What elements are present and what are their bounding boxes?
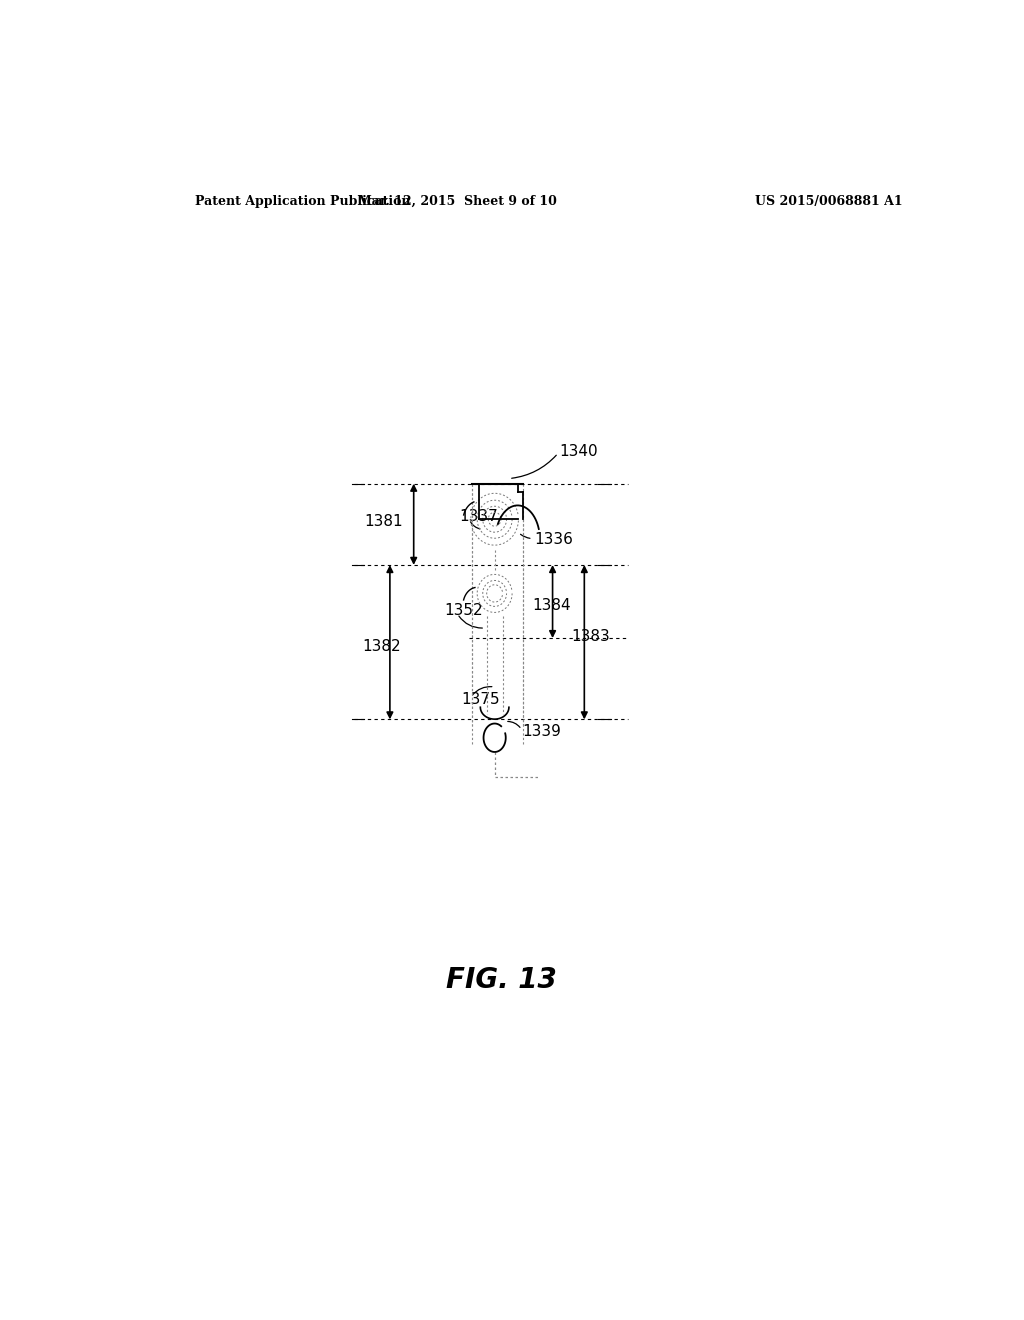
Text: 1352: 1352	[443, 603, 482, 618]
Text: US 2015/0068881 A1: US 2015/0068881 A1	[755, 194, 902, 207]
Text: 1375: 1375	[461, 692, 500, 706]
Text: 1382: 1382	[362, 639, 400, 653]
Text: 1339: 1339	[522, 725, 561, 739]
Text: 1337: 1337	[460, 508, 499, 524]
Text: 1381: 1381	[365, 513, 403, 529]
Text: Mar. 12, 2015  Sheet 9 of 10: Mar. 12, 2015 Sheet 9 of 10	[358, 194, 557, 207]
Text: 1384: 1384	[532, 598, 571, 612]
Text: 1383: 1383	[570, 628, 609, 644]
Text: FIG. 13: FIG. 13	[445, 966, 556, 994]
Text: 1336: 1336	[535, 532, 573, 546]
Text: Patent Application Publication: Patent Application Publication	[196, 194, 411, 207]
Text: 1340: 1340	[559, 444, 598, 458]
